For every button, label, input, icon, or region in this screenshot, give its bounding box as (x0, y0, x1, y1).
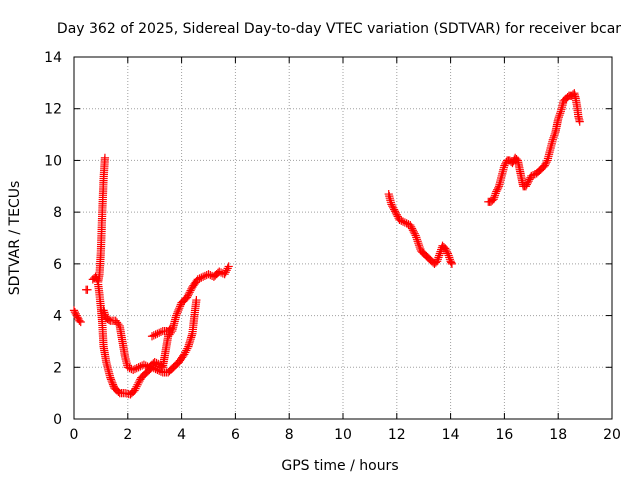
data-point-marker (166, 324, 175, 333)
chart-title: Day 362 of 2025, Sidereal Day-to-day VTE… (57, 21, 621, 37)
x-tick-label: 14 (442, 427, 460, 443)
y-tick-labels: 0 2 4 6 8 10 12 14 (44, 50, 62, 428)
y-tick-label: 14 (44, 50, 62, 66)
x-tick-labels: 0 2 4 6 8 10 12 14 16 18 20 (70, 427, 621, 443)
data-point-marker (106, 373, 115, 382)
x-tick-label: 8 (285, 427, 294, 443)
data-point-marker (108, 378, 117, 387)
data-point-marker (114, 387, 123, 396)
x-tick-label: 10 (334, 427, 352, 443)
y-tick-label: 8 (53, 205, 62, 221)
data-point-marker (224, 262, 233, 271)
y-tick-label: 2 (53, 360, 62, 376)
data-point-marker (83, 285, 92, 294)
x-axis-label: GPS time / hours (281, 458, 398, 474)
x-tick-label: 2 (123, 427, 132, 443)
data-point-marker (108, 380, 118, 389)
x-tick-label: 0 (70, 427, 79, 443)
data-point-marker (192, 295, 201, 305)
x-tick-label: 12 (388, 427, 406, 443)
data-point-marker (75, 316, 84, 325)
data-point-marker (447, 258, 456, 267)
data-point-marker (542, 158, 551, 167)
data-point-marker (104, 315, 114, 324)
x-tick-label: 16 (495, 427, 513, 443)
data-point-marker (106, 375, 116, 384)
x-tick-label: 6 (231, 427, 240, 443)
x-tick-label: 4 (177, 427, 186, 443)
data-point-marker (442, 247, 452, 256)
y-tick-label: 12 (44, 102, 62, 118)
data-point-marker (512, 155, 521, 164)
y-tick-label: 4 (53, 309, 62, 325)
data-point-marker (447, 259, 457, 268)
data-point-marker (107, 376, 116, 386)
y-axis-label: SDTVAR / TECUs (7, 181, 23, 296)
y-tick-label: 6 (53, 257, 62, 273)
y-tick-label: 10 (44, 153, 62, 169)
data-point-marker (165, 325, 174, 334)
axis-ticks (73, 56, 613, 420)
data-point-marker (76, 317, 85, 327)
x-tick-label: 20 (603, 427, 621, 443)
data-point-marker (575, 117, 584, 126)
data-point-marker (100, 153, 110, 162)
x-tick-label: 18 (549, 427, 567, 443)
y-tick-label: 0 (53, 412, 62, 428)
data-point-marker (410, 229, 419, 238)
data-point-marker (114, 320, 123, 329)
data-point-marker (494, 183, 503, 193)
data-points (69, 89, 584, 399)
